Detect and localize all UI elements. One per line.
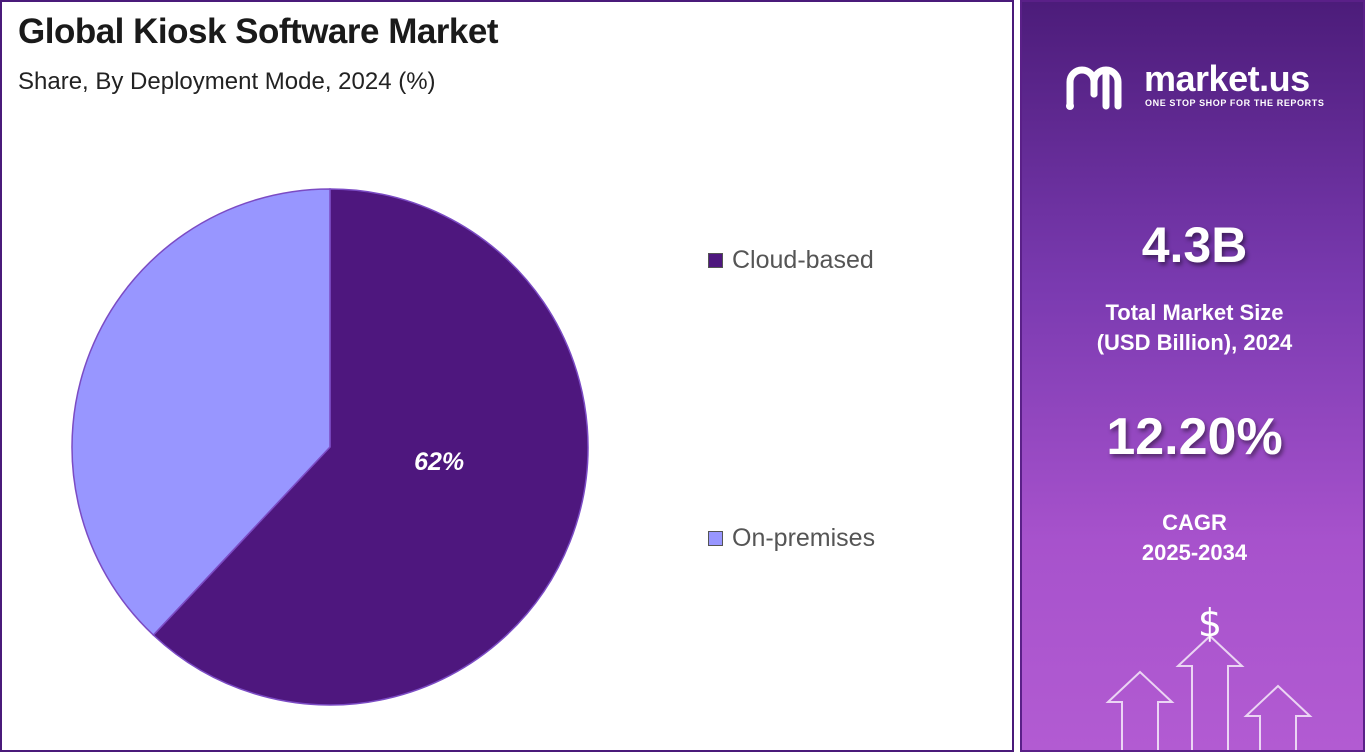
- growth-arrows-icon: $: [1105, 601, 1313, 750]
- pie-slice-cloud-based: [152, 188, 589, 706]
- summary-panel: market.us ONE STOP SHOP FOR THE REPORTS …: [1020, 0, 1365, 752]
- cagr-label-line2: 2025-2034: [1141, 540, 1248, 565]
- legend-label-on-premises: On-premises: [732, 524, 876, 552]
- brand-logo: market.us ONE STOP SHOP FOR THE REPORTS: [1064, 58, 1354, 112]
- legend-label-cloud-based: Cloud-based: [732, 246, 874, 274]
- chart-panel: Global Kiosk Software Market Share, By D…: [0, 0, 1014, 752]
- legend-item-on-premises: On-premises: [708, 524, 875, 553]
- market-size-label-line2: (USD Billion), 2024: [1096, 330, 1293, 355]
- market-size-value: 4.3B: [1141, 217, 1248, 273]
- pie-data-label: 62%: [414, 448, 464, 476]
- arrow-up-icon: [1105, 670, 1175, 750]
- brand-tagline: ONE STOP SHOP FOR THE REPORTS: [1145, 98, 1325, 108]
- brand-name: market.us: [1144, 58, 1310, 99]
- market-size-label-line1: Total Market Size: [1105, 300, 1284, 325]
- cagr-value: 12.20%: [1106, 408, 1283, 466]
- legend-swatch-on-premises: [708, 531, 723, 546]
- legend-item-cloud-based: Cloud-based: [708, 246, 874, 275]
- pie-chart: 62%: [71, 188, 589, 706]
- cagr-label-line1: CAGR: [1162, 510, 1227, 535]
- arrow-up-icon: [1175, 634, 1245, 750]
- pie-slice-on-premises: [71, 188, 331, 637]
- page-title: Global Kiosk Software Market: [18, 12, 499, 51]
- arrow-up-icon: [1243, 684, 1313, 750]
- market-us-logo-icon: [1066, 66, 1122, 110]
- dollar-sign-icon: $: [1198, 601, 1222, 645]
- page-subtitle: Share, By Deployment Mode, 2024 (%): [18, 68, 436, 95]
- legend-swatch-cloud-based: [708, 253, 723, 268]
